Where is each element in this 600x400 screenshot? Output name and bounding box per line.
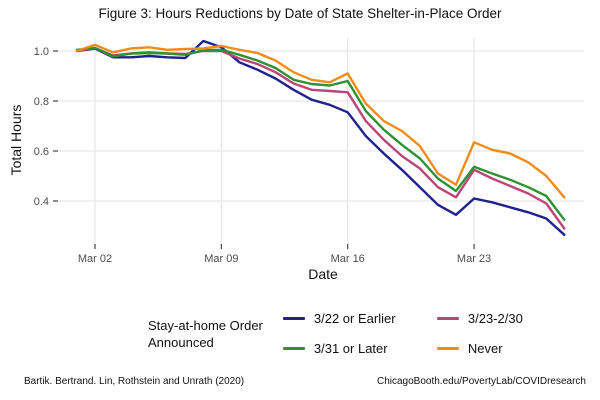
legend-entry: 3/22 or Earlier	[282, 311, 433, 326]
series-line-3-31-or-later	[75, 46, 566, 222]
y-axis-title: Total Hours	[8, 104, 24, 176]
legend-swatch-orange	[436, 346, 459, 351]
series-line-never	[75, 43, 566, 199]
series-line-3-22-or-earlier	[75, 39, 566, 237]
x-tick-label: Mar 02	[78, 253, 112, 265]
legend: Stay-at-home Order Announced 3/22 or Ear…	[148, 311, 523, 356]
y-tick-label: 0.4	[34, 196, 49, 208]
footer-url: ChicagoBooth.edu/PovertyLab/COVIDresearc…	[376, 376, 586, 387]
legend-label: 3/22 or Earlier	[313, 311, 396, 326]
legend-swatch-navy	[282, 316, 305, 321]
x-axis-title: Date	[308, 266, 338, 282]
legend-entries: 3/22 or Earlier 3/23-2/30 3/31 or Later …	[282, 311, 523, 356]
chart-title: Figure 3: Hours Reductions by Date of St…	[98, 6, 502, 21]
line-chart: Mar 02 Mar 09 Mar 16 Mar 23 0.4 0.6 0.8 1.0	[34, 38, 584, 265]
legend-title: Stay-at-home Order Announced	[148, 317, 263, 351]
footer-citation: Bartik. Bertrand. Lin, Rothstein and Unr…	[24, 376, 245, 387]
legend-swatch-green	[282, 346, 305, 351]
y-tick-label: 0.6	[34, 146, 49, 158]
x-tick-label: Mar 23	[457, 253, 491, 265]
legend-title-line2: Announced	[148, 334, 214, 350]
y-tick-label: 1.0	[34, 46, 49, 58]
legend-entry: 3/23-2/30	[436, 311, 523, 326]
legend-swatch-pink	[436, 316, 459, 321]
legend-label: Never	[467, 341, 503, 356]
x-tick-label: Mar 16	[331, 253, 365, 265]
y-tick-label: 0.8	[34, 96, 49, 108]
legend-title-line1: Stay-at-home Order	[148, 317, 263, 333]
x-tick-label: Mar 09	[204, 253, 238, 265]
legend-label: 3/31 or Later	[313, 341, 388, 356]
legend-entry: 3/31 or Later	[282, 341, 433, 356]
legend-label: 3/23-2/30	[467, 311, 523, 326]
legend-entry: Never	[436, 341, 523, 356]
